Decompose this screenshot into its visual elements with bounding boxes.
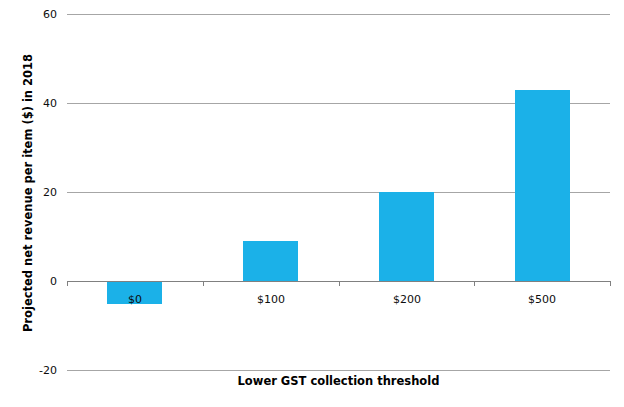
x-axis-tick xyxy=(203,281,204,286)
bar-$200 xyxy=(379,192,434,281)
x-axis-category-label: $100 xyxy=(203,293,339,306)
x-axis-tick xyxy=(339,281,340,286)
y-axis-tick-label: 40 xyxy=(0,97,57,110)
x-axis-tick xyxy=(474,281,475,286)
x-axis-tick xyxy=(67,281,68,286)
gridline xyxy=(67,14,610,15)
bar-$100 xyxy=(243,241,298,281)
bar-chart: Projected net revenue per item ($) in 20… xyxy=(0,0,624,407)
x-axis-category-label: $500 xyxy=(474,293,610,306)
y-axis-tick-label: 20 xyxy=(0,186,57,199)
y-axis-tick-label: -20 xyxy=(0,364,57,377)
x-axis-category-label: $200 xyxy=(339,293,475,306)
x-axis-category-label: $0 xyxy=(67,293,203,306)
x-axis-tick xyxy=(610,281,611,286)
y-axis-tick-label: 60 xyxy=(0,8,57,21)
x-axis-title: Lower GST collection threshold xyxy=(67,374,610,388)
bar-$500 xyxy=(515,90,570,281)
y-axis-tick-label: 0 xyxy=(0,275,57,288)
gridline xyxy=(67,370,610,371)
